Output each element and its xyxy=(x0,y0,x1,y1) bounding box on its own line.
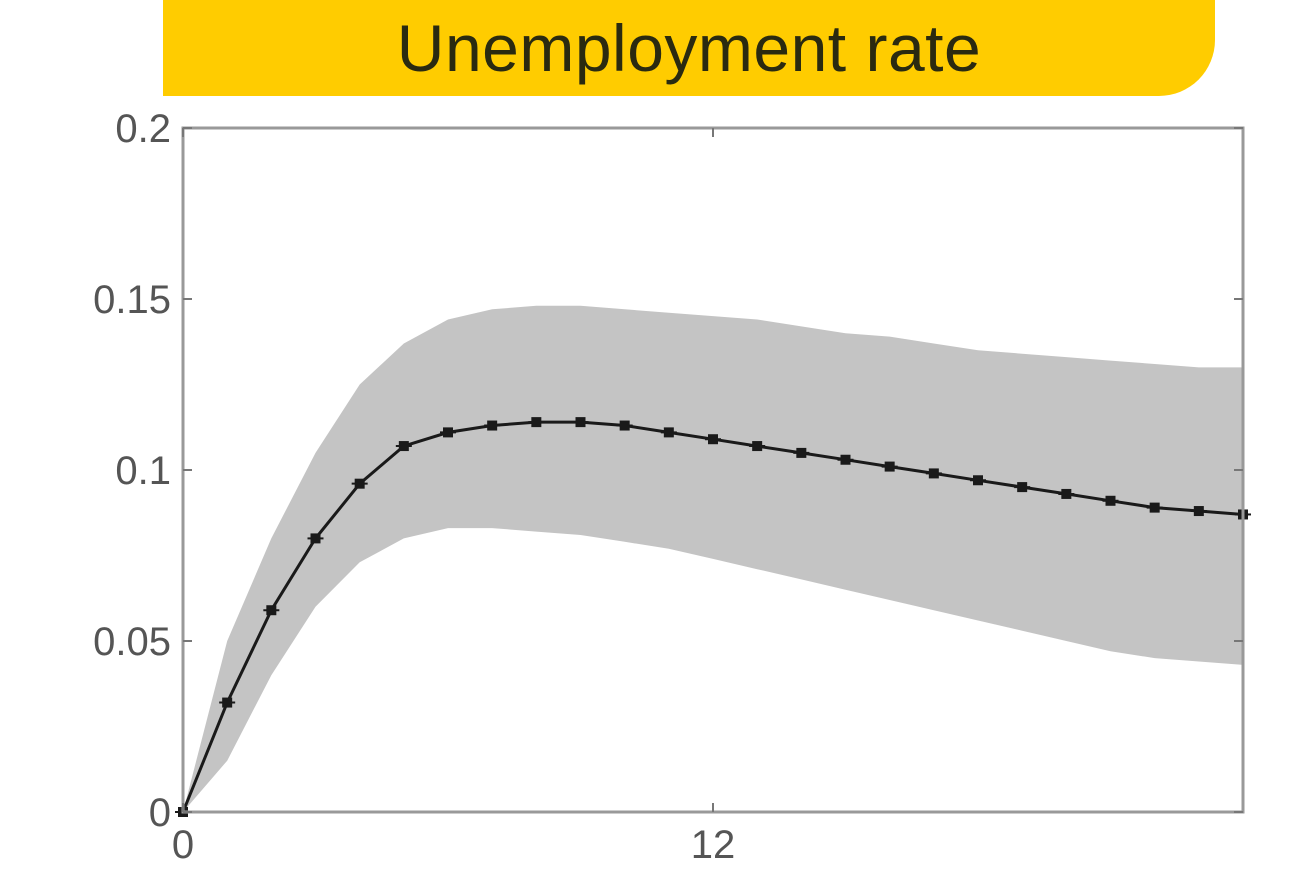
data-point xyxy=(572,417,589,428)
data-point xyxy=(351,478,368,489)
data-point xyxy=(705,434,721,445)
data-point xyxy=(1190,506,1207,517)
data-point xyxy=(616,420,633,431)
data-point xyxy=(1102,495,1119,506)
data-point xyxy=(660,427,677,438)
y-tick-label: 0 xyxy=(149,791,171,835)
data-point xyxy=(395,441,412,452)
confidence-band-layer xyxy=(183,305,1243,812)
data-point xyxy=(219,697,236,708)
y-tick-label: 0.15 xyxy=(93,278,171,322)
x-tick-label: 0 xyxy=(172,823,194,867)
chart-title: Unemployment rate xyxy=(163,0,1215,96)
data-point xyxy=(484,420,501,431)
data-point xyxy=(793,447,810,458)
data-point xyxy=(837,454,854,465)
y-tick-label: 0.2 xyxy=(115,107,171,151)
y-tick-label: 0.05 xyxy=(93,620,171,664)
data-point xyxy=(970,475,986,486)
x-tick-label: 12 xyxy=(691,823,736,867)
tick-layer: 0 0.05 0.1 0.15 0.2 0 12 xyxy=(93,107,1243,867)
data-point xyxy=(440,427,456,438)
data-point xyxy=(925,468,942,479)
data-point xyxy=(1014,482,1031,493)
data-point xyxy=(749,441,766,452)
y-tick-label: 0.1 xyxy=(115,449,171,493)
data-point xyxy=(1146,502,1163,513)
confidence-band xyxy=(183,305,1243,812)
data-point xyxy=(528,417,545,428)
series-marker-layer xyxy=(175,417,1251,817)
data-point xyxy=(307,533,324,544)
data-point xyxy=(1058,488,1075,499)
data-point xyxy=(881,461,898,472)
data-point xyxy=(263,605,280,616)
